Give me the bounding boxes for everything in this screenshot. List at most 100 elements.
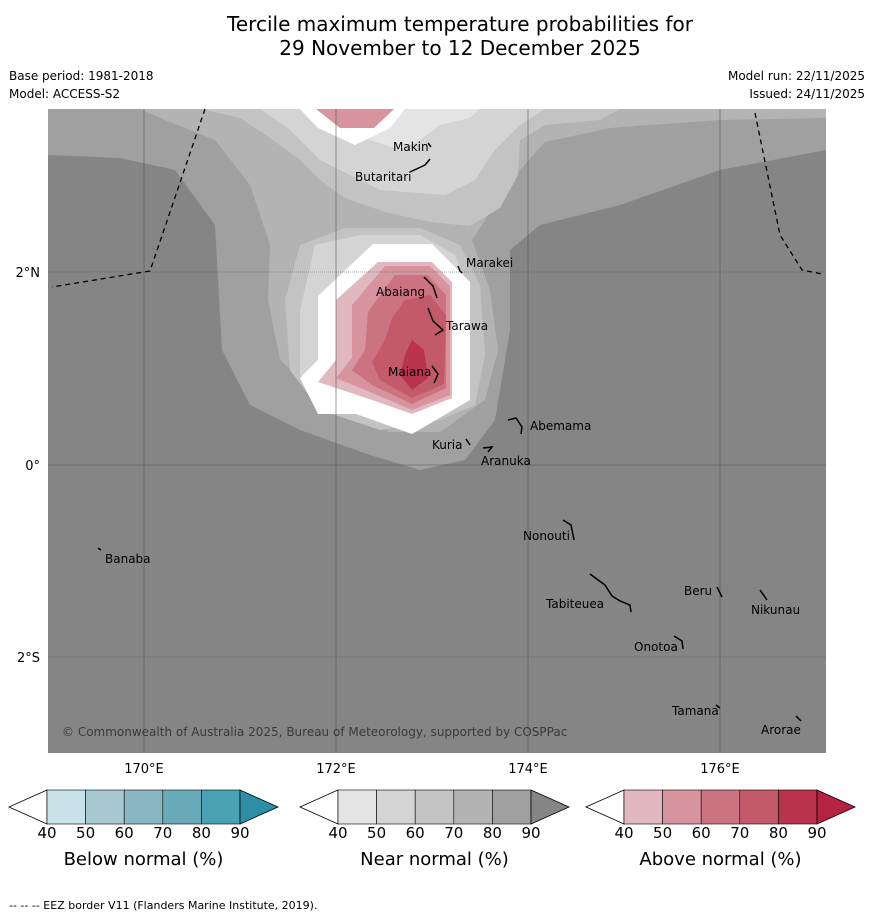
label-banaba: Banaba	[105, 552, 151, 566]
island-tamana	[715, 704, 721, 709]
legend-near-swatch-3	[414, 789, 455, 825]
legend-below-tick-70: 70	[153, 824, 172, 842]
lat-label-2s: 2°S	[17, 651, 40, 666]
island-arorae	[795, 715, 802, 722]
eez-border-east	[754, 112, 823, 275]
legend-above-swatch-2	[662, 789, 702, 825]
island-banaba	[97, 547, 102, 551]
legend-near-tick-40: 40	[328, 824, 347, 842]
island-abaiang	[423, 276, 438, 299]
field-above-north	[316, 109, 394, 128]
legend-below-label: Below normal (%)	[64, 849, 224, 870]
label-butaritari: Butaritari	[355, 170, 412, 184]
eez-border-west	[51, 108, 206, 288]
field-above-90	[400, 340, 428, 390]
legend-near-tick-50: 50	[367, 824, 386, 842]
label-aranuka: Aranuka	[481, 454, 531, 468]
meta-left: Base period: 1981-2018 Model: ACCESS-S2	[9, 67, 154, 103]
legend-below-tick-90: 90	[230, 824, 249, 842]
legend-near-tick-80: 80	[483, 824, 502, 842]
island-tabiteuea	[589, 573, 632, 613]
legend-above-swatch-5	[778, 789, 818, 825]
legend-near-swatch-0	[299, 789, 339, 825]
lat-axis-labels: 2°N 0° 2°S	[16, 266, 41, 666]
label-tamana: Tamana	[671, 704, 719, 718]
legend-near-tick-60: 60	[406, 824, 425, 842]
label-kuria: Kuria	[432, 438, 463, 452]
label-nikunau: Nikunau	[751, 603, 800, 617]
islands	[97, 142, 802, 722]
legend-below-swatch-5	[201, 789, 241, 825]
legend-above-swatch-3	[700, 789, 741, 825]
island-abemama	[507, 417, 523, 435]
title-line-1: Tercile maximum temperature probabilitie…	[227, 12, 693, 36]
island-butaritari	[409, 158, 431, 173]
legend-above-swatch-6	[816, 789, 856, 825]
island-makin	[427, 142, 432, 148]
legend-below-swatch-2	[85, 789, 125, 825]
legend-above-label: Above normal (%)	[639, 849, 801, 870]
model-name: Model: ACCESS-S2	[9, 87, 121, 101]
meta-right: Model run: 22/11/2025 Issued: 24/11/2025	[728, 67, 865, 103]
legend-near-swatch-2	[376, 789, 416, 825]
chart-title: Tercile maximum temperature probabilitie…	[0, 12, 873, 60]
label-onotoa: Onotoa	[634, 640, 678, 654]
legend-below-swatch-3	[123, 789, 164, 825]
island-nikunau	[759, 589, 768, 601]
legend-near-label: Near normal (%)	[360, 849, 509, 870]
legend-near-swatch-1	[337, 789, 377, 825]
issued-date: Issued: 24/11/2025	[749, 87, 865, 101]
legend-below: 40 50 60 70 80 90 Below normal (%)	[8, 789, 279, 870]
island-tarawa	[427, 307, 445, 336]
lon-label-176: 176°E	[700, 762, 740, 777]
island-maiana	[431, 365, 439, 384]
probability-field	[48, 109, 826, 753]
label-makin: Makin	[393, 140, 429, 154]
label-tarawa: Tarawa	[445, 319, 488, 333]
legend-near-swatch-6	[530, 789, 570, 825]
legend-below-tick-80: 80	[192, 824, 211, 842]
legend-above-tick-50: 50	[653, 824, 672, 842]
legend-below-swatch-6	[239, 789, 279, 825]
legend-below-tick-40: 40	[37, 824, 56, 842]
legend-above-tick-90: 90	[807, 824, 826, 842]
place-labels: Makin Butaritari Marakei Abaiang Tarawa …	[105, 140, 801, 737]
label-tabiteuea: Tabiteuea	[545, 597, 604, 611]
lon-label-170: 170°E	[124, 762, 164, 777]
legend-above-swatch-1	[623, 789, 663, 825]
label-beru: Beru	[684, 584, 712, 598]
lat-label-2n: 2°N	[16, 266, 41, 281]
island-onotoa	[673, 635, 684, 650]
legend-above-tick-80: 80	[769, 824, 788, 842]
legend-near-tick-70: 70	[444, 824, 463, 842]
legend-above-swatch-4	[739, 789, 779, 825]
legend-above-tick-60: 60	[692, 824, 711, 842]
lon-label-172: 172°E	[316, 762, 356, 777]
legend-below-swatch-0	[8, 789, 48, 825]
legend-below-tick-50: 50	[76, 824, 95, 842]
island-kuria	[465, 438, 471, 446]
legend-above: 40 50 60 70 80 90 Above normal (%)	[585, 789, 856, 870]
eez-footnote: -- -- -- EEZ border V11 (Flanders Marine…	[9, 899, 318, 912]
island-beru	[716, 586, 723, 598]
model-run: Model run: 22/11/2025	[727, 69, 865, 83]
title-line-2: 29 November to 12 December 2025	[279, 36, 641, 60]
base-period: Base period: 1981-2018	[9, 69, 154, 83]
label-arorae: Arorae	[761, 723, 801, 737]
colorbar-legends: 40 50 60 70 80 90 Below normal (%) 40 50 60 70 80 90…	[8, 789, 856, 870]
label-abemama: Abemama	[530, 419, 591, 433]
legend-above-tick-40: 40	[614, 824, 633, 842]
label-maiana: Maiana	[388, 365, 431, 379]
label-marakei: Marakei	[466, 256, 513, 270]
legend-near-swatch-5	[492, 789, 532, 825]
island-nonouti	[562, 519, 575, 541]
lat-label-0: 0°	[25, 459, 40, 474]
legend-above-tick-70: 70	[730, 824, 749, 842]
lon-label-174: 174°E	[508, 762, 548, 777]
graticule	[48, 109, 826, 753]
island-aranuka	[482, 446, 494, 453]
island-marakei	[457, 265, 463, 274]
label-nonouti: Nonouti	[523, 529, 570, 543]
legend-near-swatch-4	[453, 789, 493, 825]
